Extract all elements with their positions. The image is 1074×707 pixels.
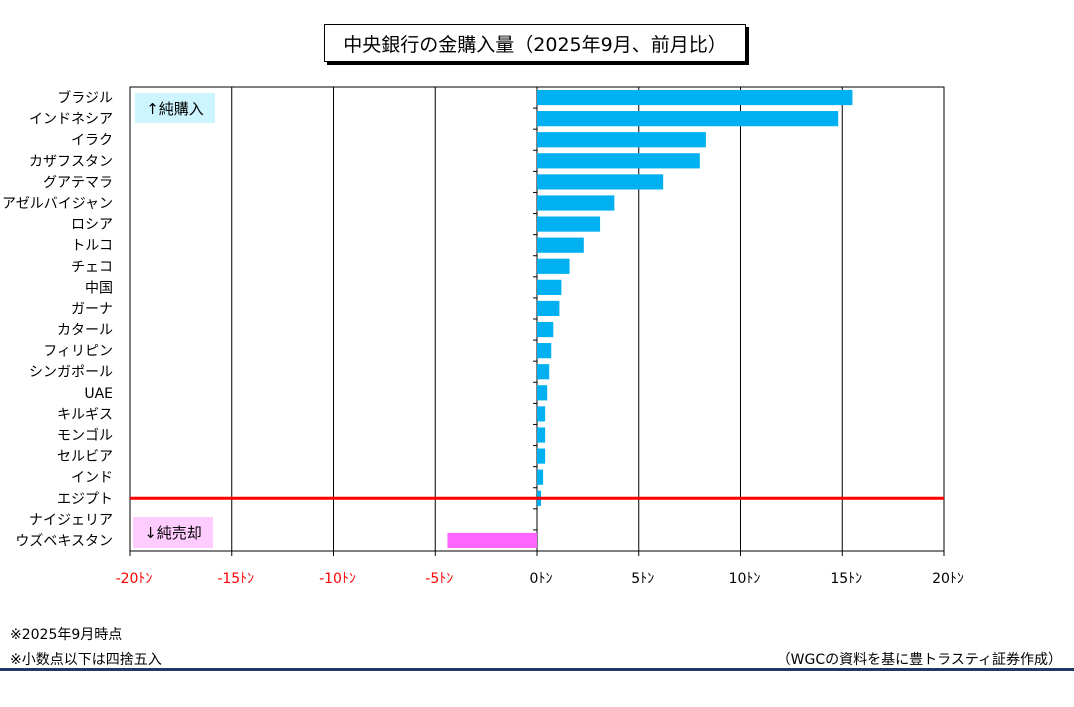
category-label: 中国 bbox=[85, 280, 113, 296]
x-tick-label: 5ﾄﾝ bbox=[631, 571, 654, 587]
category-label: キルギス bbox=[57, 407, 113, 423]
bar bbox=[447, 532, 537, 549]
category-label: ガーナ bbox=[71, 301, 113, 317]
source-credit: （WGCの資料を基に豊トラスティ証券作成） bbox=[776, 652, 1062, 668]
category-label: ウズベキスタン bbox=[15, 533, 113, 549]
bar bbox=[537, 174, 664, 190]
category-label: イラク bbox=[71, 133, 113, 149]
category-label: トルコ bbox=[71, 238, 113, 254]
category-label: フィリピン bbox=[43, 344, 113, 360]
category-label: カザフスタン bbox=[29, 154, 113, 170]
x-tick-label: -10ﾄﾝ bbox=[319, 571, 356, 587]
x-tick-label: 15ﾄﾝ bbox=[830, 571, 862, 587]
bar bbox=[537, 216, 601, 232]
buy-label-box bbox=[135, 93, 215, 123]
x-tick-label: 20ﾄﾝ bbox=[932, 571, 964, 587]
category-label: チェコ bbox=[71, 259, 113, 275]
category-label: UAE bbox=[84, 386, 113, 402]
note-rounding: ※小数点以下は四捨五入 bbox=[10, 652, 162, 668]
bar bbox=[537, 300, 560, 317]
bar bbox=[537, 427, 546, 443]
category-label: ロシア bbox=[71, 217, 113, 233]
x-tick-label: 0ﾄﾝ bbox=[530, 571, 553, 587]
bar bbox=[537, 321, 554, 338]
category-label: インドネシア bbox=[29, 112, 113, 128]
bar bbox=[537, 111, 839, 127]
chart-title: 中央銀行の金購入量（2025年9月、前月比） bbox=[324, 24, 746, 62]
bar-chart: ブラジルインドネシアイラクカザフスタングアテマラアゼルバイジャンロシアトルコチェ… bbox=[2, 86, 964, 587]
category-label: セルビア bbox=[57, 449, 113, 465]
bar bbox=[537, 195, 615, 211]
bar bbox=[537, 279, 562, 295]
category-label: エジプト bbox=[57, 491, 113, 507]
bar bbox=[537, 385, 548, 401]
x-tick-label: -5ﾄﾝ bbox=[425, 571, 453, 587]
bar bbox=[537, 364, 550, 380]
category-label: シンガポール bbox=[29, 365, 113, 381]
bar bbox=[537, 237, 584, 253]
bar bbox=[537, 258, 570, 274]
category-label: アゼルバイジャン bbox=[2, 196, 113, 212]
bar bbox=[537, 132, 706, 148]
x-tick-label: 10ﾄﾝ bbox=[729, 571, 761, 587]
buy-label: ↑純購入 bbox=[146, 100, 204, 118]
bar bbox=[537, 343, 552, 359]
category-label: グアテマラ bbox=[43, 175, 113, 191]
x-tick-label: -20ﾄﾝ bbox=[116, 571, 153, 587]
footer-rule bbox=[0, 668, 1074, 671]
bar bbox=[537, 89, 853, 106]
sell-label: ↓純売却 bbox=[144, 524, 202, 542]
bar bbox=[537, 406, 546, 422]
category-label: ブラジル bbox=[57, 90, 113, 107]
category-label: ナイジェリア bbox=[29, 512, 113, 528]
x-tick-label: -15ﾄﾝ bbox=[217, 571, 254, 587]
sell-label-box bbox=[133, 517, 213, 548]
bar bbox=[537, 448, 546, 464]
bar bbox=[537, 469, 544, 485]
category-label: カタール bbox=[57, 323, 113, 339]
category-label: モンゴル bbox=[57, 427, 113, 444]
note-date: ※2025年9月時点 bbox=[10, 627, 123, 643]
category-label: インド bbox=[71, 470, 113, 486]
bar bbox=[537, 153, 700, 169]
